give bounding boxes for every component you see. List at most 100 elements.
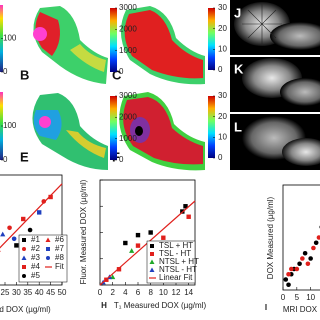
x-axis-label: T₁ Measured DOX (µg/ml) [114,301,207,310]
x-tick-label: 40 [35,288,44,297]
heatmap-e [32,93,108,170]
heatmap-f [119,92,205,171]
panel-label: I [265,303,267,312]
legend-label: #7 [55,244,64,253]
legend-swatch [149,259,155,264]
fit-line [0,183,63,249]
point [129,248,135,253]
legend-label: Linear Fit [159,273,193,282]
point [286,282,291,288]
point [116,267,122,272]
x-tick-label: 30 [12,288,21,297]
x-tick-label: 0 [281,293,286,302]
legend-label: #6 [55,235,64,244]
legend-label: #3 [31,253,40,262]
panel-label: J [234,5,241,20]
heatmap-b [33,6,108,84]
colorbar-tick-label: 20 [218,24,227,33]
point [302,250,308,256]
colorbar-tick-label: 100 [3,121,17,130]
point [7,225,12,231]
x-axis-label: MRI DOX [283,305,318,314]
colorbar-tick-label: 1000 [119,46,137,55]
legend-swatch [22,247,26,251]
panel-label: H [101,301,107,310]
colorbar-tick-label: 10 [218,44,227,53]
legend-swatch [22,265,26,269]
legend-swatch [150,252,154,256]
point [11,236,17,242]
colorbar-tick-label: 0 [119,67,124,76]
point [316,235,320,240]
panel-label: B [20,67,29,82]
mri-l [230,114,320,170]
point [0,250,1,252]
point [27,227,33,233]
point [288,266,294,272]
colorbar-tick-label: 10 [218,132,227,141]
x-tick-label: 50 [58,288,67,297]
colorbar-tick-label: 2000 [119,24,137,33]
panel-label: L [234,119,242,134]
point [305,261,311,267]
x-tick-label: 14 [184,288,193,297]
colorbar [110,8,117,72]
x-tick-label: 35 [23,288,32,297]
y-axis-label: Fluor. Measured DOX (µg/ml) [79,179,88,284]
legend-swatch [22,274,26,278]
colorbar-tick-label: 0 [218,65,223,74]
x-axis-label: d DOX (µg/ml) [0,305,51,314]
legend-label: NTSL - HT [159,265,197,274]
legend-label: #5 [31,271,40,280]
point [148,230,153,235]
x-tick-label: 2 [110,288,115,297]
x-tick-label: 10 [159,288,168,297]
x-tick-label: 5 [295,293,300,302]
legend-label: Fit [55,262,65,271]
colorbar [208,96,215,158]
legend-swatch [149,267,155,272]
point [313,240,319,246]
legend-box [146,240,196,284]
legend-label: #8 [55,253,64,262]
colorbar-tick-label: 1000 [119,134,137,143]
legend-label: NTSL + HT [159,257,199,266]
point [311,245,316,251]
point [0,231,6,237]
colorbar [208,8,215,70]
legend-label: TSL + HT [159,241,193,250]
mri-j [230,0,320,55]
point [21,216,26,222]
panel-label: E [20,149,29,164]
point [183,204,188,209]
colorbar-tick-label: 0 [3,155,8,164]
legend-swatch [21,255,27,260]
colorbar-tick-label: 3000 [119,91,137,100]
x-tick-label: 8 [148,288,153,297]
x-tick-label: 10 [306,293,315,302]
point [161,235,166,240]
point [297,261,302,267]
colorbar-tick-label: 2000 [119,112,137,121]
point [186,214,191,219]
x-tick-label: 25 [1,288,10,297]
legend-box [18,234,68,283]
point [41,199,47,204]
legend-swatch [46,247,50,251]
point [283,277,289,282]
point [308,256,313,261]
x-tick-label: 45 [46,288,55,297]
legend-label: TSL - HT [159,249,191,258]
legend-swatch [22,238,26,242]
colorbar [110,96,117,160]
legend-swatch [46,256,50,260]
legend-swatch [45,237,51,242]
point [135,232,141,238]
x-tick-label: 0 [98,288,103,297]
colorbar-tick-label: 3000 [119,3,137,12]
plot-frame [282,184,320,291]
colorbar-tick-label: 0 [119,155,124,164]
colorbar-tick-label: 30 [218,91,227,100]
colorbar-tick-label: 20 [218,112,227,121]
